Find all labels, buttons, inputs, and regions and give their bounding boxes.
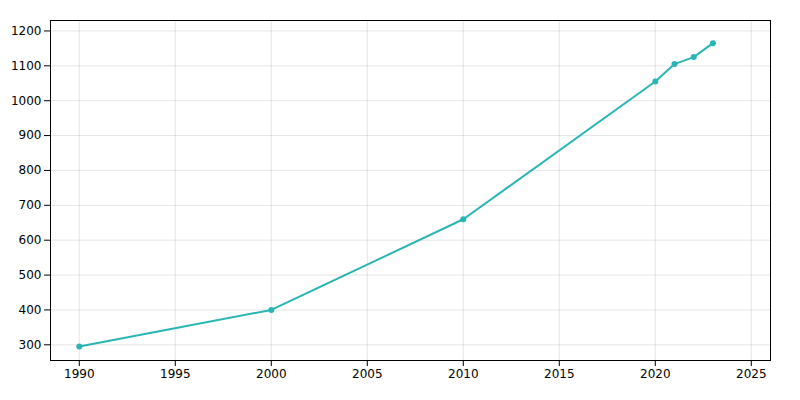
svg-text:1995: 1995 bbox=[160, 367, 191, 381]
svg-text:1100: 1100 bbox=[11, 59, 42, 73]
svg-text:300: 300 bbox=[19, 338, 42, 352]
svg-text:2025: 2025 bbox=[736, 367, 767, 381]
svg-text:1990: 1990 bbox=[64, 367, 95, 381]
svg-text:2010: 2010 bbox=[448, 367, 479, 381]
svg-text:2020: 2020 bbox=[640, 367, 671, 381]
svg-text:400: 400 bbox=[19, 303, 42, 317]
svg-text:700: 700 bbox=[19, 198, 42, 212]
svg-text:1000: 1000 bbox=[11, 94, 42, 108]
svg-text:2000: 2000 bbox=[256, 367, 287, 381]
svg-text:2005: 2005 bbox=[352, 367, 383, 381]
svg-text:500: 500 bbox=[19, 268, 42, 282]
svg-text:2015: 2015 bbox=[544, 367, 575, 381]
svg-text:600: 600 bbox=[19, 233, 42, 247]
svg-text:900: 900 bbox=[19, 128, 42, 142]
svg-text:800: 800 bbox=[19, 163, 42, 177]
svg-text:1200: 1200 bbox=[11, 24, 42, 38]
